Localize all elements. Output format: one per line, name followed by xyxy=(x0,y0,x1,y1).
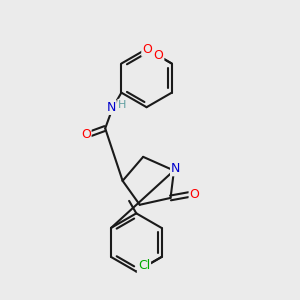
Text: O: O xyxy=(142,43,152,56)
Text: N: N xyxy=(106,101,116,114)
Text: Cl: Cl xyxy=(138,259,150,272)
Text: O: O xyxy=(190,188,200,201)
Text: H: H xyxy=(118,100,127,110)
Text: O: O xyxy=(81,128,91,141)
Text: N: N xyxy=(171,162,180,175)
Text: O: O xyxy=(154,49,164,62)
